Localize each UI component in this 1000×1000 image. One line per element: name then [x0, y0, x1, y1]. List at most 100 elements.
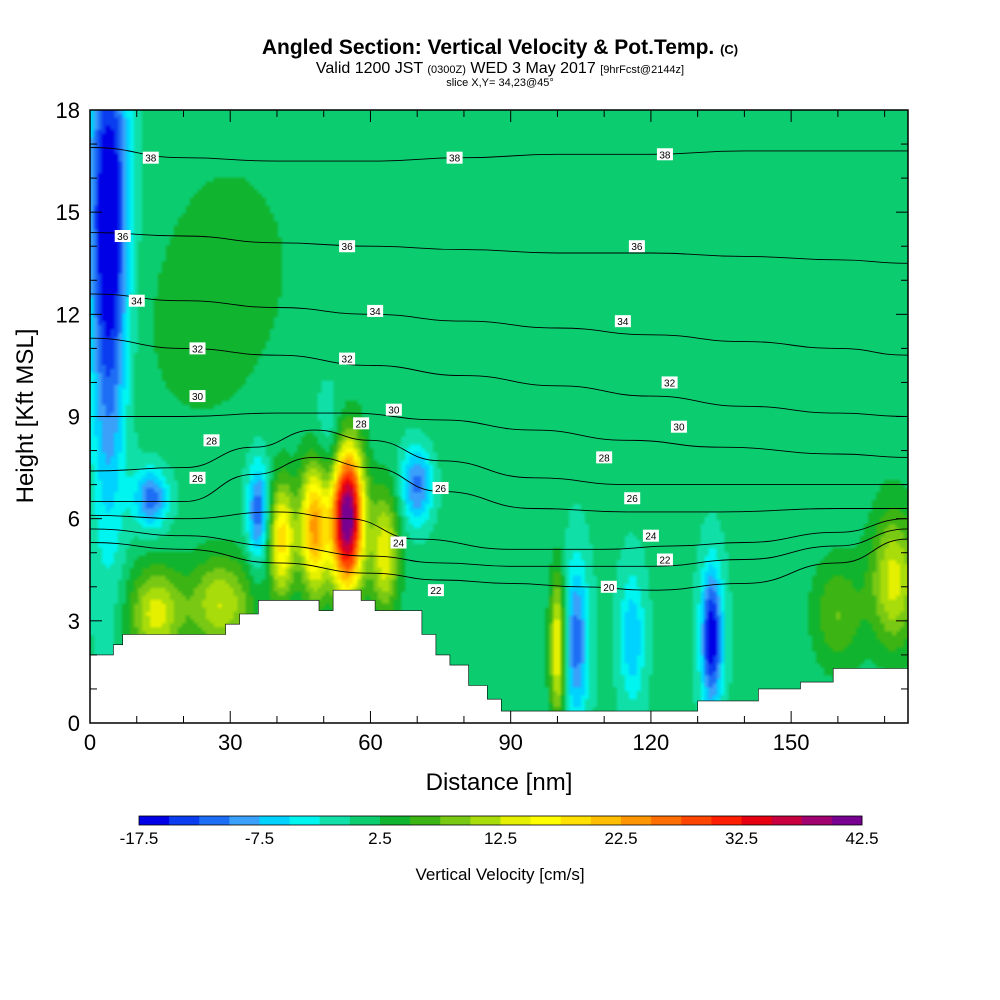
isentrope-38	[90, 147, 908, 162]
contour-label-26: 26	[624, 492, 641, 505]
colorbar-tick-label: -17.5	[120, 829, 159, 848]
contour-label-box	[432, 482, 449, 495]
contour-label-box	[339, 240, 356, 253]
chart-title: Angled Section: Vertical Velocity & Pot.…	[0, 36, 1000, 62]
colorbar-swatch	[410, 816, 441, 825]
contour-label-28: 28	[203, 434, 220, 447]
contour-label-text: 26	[192, 474, 204, 485]
contour-label-box	[628, 240, 645, 253]
colorbar-swatch	[771, 816, 803, 825]
colorbar-swatch	[530, 816, 562, 825]
slice-info: slice X,Y= 34,23@45°	[446, 77, 554, 89]
velocity-heatmap	[90, 110, 908, 723]
contour-label-38: 38	[142, 151, 159, 165]
colorbar-swatch	[199, 816, 230, 825]
isentrope-36	[90, 232, 908, 264]
contour-label-box	[446, 151, 463, 164]
contour-label-box	[427, 584, 444, 597]
contour-label-text: 26	[435, 484, 447, 495]
contour-label-box	[656, 148, 673, 161]
contour-label-box	[189, 342, 206, 355]
contour-label-box	[656, 553, 673, 566]
contour-label-38: 38	[656, 148, 673, 161]
colorbar-swatch	[500, 816, 532, 825]
colorbar-swatch	[711, 816, 742, 825]
contour-label-box	[614, 315, 631, 328]
colorbar-swatch	[621, 816, 652, 825]
colorbar-swatch	[651, 816, 682, 825]
x-tick-label: 60	[358, 730, 382, 755]
y-tick-label: 12	[56, 302, 80, 327]
contour-label-box	[203, 434, 220, 447]
contour-label-box	[385, 403, 402, 416]
contour-label-box	[339, 352, 356, 365]
contour-label-26: 26	[189, 471, 206, 485]
contour-label-box	[624, 492, 641, 505]
y-tick-label: 9	[68, 405, 80, 430]
colorbar-swatch	[590, 816, 622, 825]
chart-valid-line: Valid 1200 JST (0300Z) WED 3 May 2017 [9…	[0, 60, 1000, 79]
contour-label-text: 34	[617, 317, 629, 328]
x-axis: 0 30 60 90 120 150	[84, 110, 886, 755]
contour-label-text: 28	[356, 419, 368, 430]
contour-label-30: 30	[385, 403, 402, 417]
contour-label-box	[128, 294, 145, 307]
contour-label-box	[642, 529, 659, 542]
isentrope-20	[90, 538, 908, 591]
isentrope-34	[90, 293, 908, 356]
contour-label-box	[189, 471, 206, 484]
contour-label-text: 32	[342, 355, 354, 366]
isentrope-32	[90, 337, 908, 417]
contour-label-text: 22	[430, 586, 442, 597]
x-tick-label: 120	[633, 730, 670, 755]
contour-label-text: 26	[627, 494, 639, 505]
contour-label-text: 28	[206, 436, 218, 447]
contour-label-text: 32	[192, 344, 204, 355]
colorbar-swatch	[831, 816, 863, 825]
colorbar-swatch	[440, 816, 471, 825]
contour-label-text: 24	[393, 539, 405, 550]
contour-label-26: 26	[432, 482, 449, 495]
contour-label-20: 20	[600, 580, 617, 594]
contour-label-text: 36	[631, 242, 643, 253]
contour-label-box	[142, 151, 159, 164]
x-tick-label: 30	[218, 730, 242, 755]
colorbar-tick-label: 2.5	[368, 829, 392, 848]
y-tick-label: 15	[56, 200, 80, 225]
x-tick-label: 150	[773, 730, 810, 755]
colorbar-tick-label: 12.5	[484, 829, 517, 848]
isentrope-22	[90, 528, 908, 567]
contour-label-text: 38	[145, 154, 157, 165]
colorbar-swatch	[139, 816, 170, 825]
contour-label-text: 36	[342, 242, 354, 253]
contour-label-28: 28	[353, 417, 370, 430]
x-tick-label: 0	[84, 730, 96, 755]
colorbar-swatch	[380, 816, 411, 825]
colorbar-tick-label: 42.5	[845, 829, 878, 848]
contour-label-text: 34	[370, 307, 382, 318]
terrain-outline	[90, 589, 908, 712]
colorbar-frame	[138, 815, 863, 826]
colorbar-tick-label: -7.5	[245, 829, 274, 848]
colorbar-tick-label: 32.5	[725, 829, 758, 848]
colorbar-tick-label: 22.5	[604, 829, 637, 848]
contour-label-36: 36	[114, 230, 131, 243]
contour-label-36: 36	[628, 240, 645, 253]
colorbar-swatch	[801, 816, 833, 825]
contour-label-text: 30	[673, 423, 685, 434]
title-main: Angled Section: Vertical Velocity & Pot.…	[261, 36, 715, 59]
valid-utc: (0300Z)	[427, 64, 466, 76]
contour-label-text: 20	[603, 583, 615, 594]
y-tick-label: 6	[68, 507, 80, 532]
contour-label-box	[114, 230, 131, 243]
contour-label-box	[367, 304, 384, 317]
contour-label-34: 34	[367, 304, 384, 318]
y-tick-label: 3	[68, 609, 80, 634]
title-suffix: (C)	[720, 42, 739, 57]
isentrope-30	[90, 412, 908, 458]
x-tick-label: 90	[498, 730, 522, 755]
terrain	[90, 590, 908, 723]
y-axis-label: Height [Kft MSL]	[12, 329, 39, 504]
